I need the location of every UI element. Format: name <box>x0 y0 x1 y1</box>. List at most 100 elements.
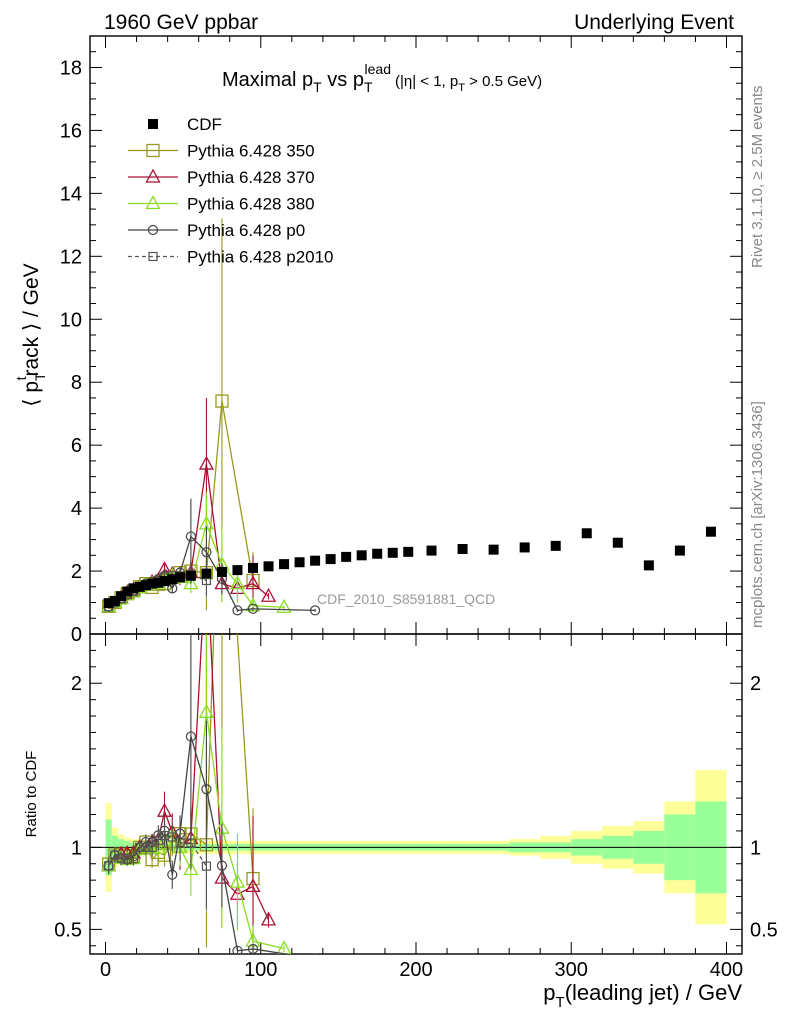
cdf-data-point <box>248 562 258 573</box>
data-point <box>215 394 229 408</box>
legend-label: Pythia 6.428 380 <box>187 195 315 214</box>
legend-label: CDF <box>187 115 222 134</box>
ratio-point <box>156 802 173 817</box>
title-vs-sup: lead <box>365 61 391 77</box>
ylabel-suffix: rack ⟩ / GeV <box>20 263 43 376</box>
data-point <box>247 603 259 614</box>
ratio-point <box>201 784 212 795</box>
cdf-data-point <box>674 545 685 556</box>
title-main: Maximal p <box>222 69 313 91</box>
ratio-point <box>141 842 151 852</box>
legend-entry: CDF <box>148 115 222 134</box>
tick-label: 18 <box>60 57 82 79</box>
data-point <box>232 605 243 616</box>
ratio-point <box>183 861 199 876</box>
tick-label: 2 <box>750 673 761 695</box>
tick-label: 6 <box>71 435 82 457</box>
title-vs-sub: T <box>364 79 373 95</box>
ratio-point <box>122 854 132 865</box>
cdf-data-point <box>356 550 367 561</box>
legend-marker <box>148 119 158 129</box>
legend-label: Pythia 6.428 370 <box>187 168 315 187</box>
legend-marker <box>147 224 159 236</box>
ratio-point <box>150 839 166 854</box>
cdf-data-point <box>279 559 290 570</box>
legend-marker <box>145 168 161 183</box>
tick-label: 1 <box>71 837 82 859</box>
data-point <box>183 575 199 590</box>
ylabel-sup: t <box>13 376 29 380</box>
y-axis-label-bottom: Ratio to CDF <box>23 751 40 838</box>
cdf-data-point <box>325 554 336 565</box>
tick-label: 2 <box>71 561 82 583</box>
title-cut-2: > 0.5 GeV) <box>465 73 542 90</box>
data-point <box>201 547 212 558</box>
data-point <box>260 587 277 602</box>
legend-entry: Pythia 6.428 p0 <box>128 221 305 240</box>
cdf-data-point <box>147 578 158 589</box>
plot-title: Maximal pT vs pTlead(|η| < 1, pT > 0.5 G… <box>222 61 542 95</box>
tick-label: 2 <box>71 673 82 695</box>
ratio-point <box>135 842 145 852</box>
ratio-point <box>104 861 114 871</box>
data-point <box>185 531 197 542</box>
data-point <box>229 575 246 590</box>
cdf-data-point <box>159 576 170 587</box>
tick-label: 4 <box>71 498 82 520</box>
series-ratio <box>104 816 212 909</box>
ylabel-prefix: ⟨ p <box>20 381 43 407</box>
data-point <box>276 598 292 613</box>
xlabel-suffix: (leading jet) / GeV <box>565 980 743 1005</box>
tick-label: 300 <box>555 959 588 981</box>
cdf-data-point <box>128 583 139 594</box>
cdf-data-point <box>201 568 212 579</box>
series-top <box>101 218 260 613</box>
tick-label: 12 <box>60 246 82 268</box>
cdf-data-point <box>134 581 145 592</box>
title-vs: vs p <box>322 69 364 91</box>
cdf-data-point <box>643 560 654 571</box>
legend-marker <box>145 195 161 210</box>
cdf-data-point <box>153 577 164 588</box>
cdf-data-point <box>612 537 623 548</box>
cdf-data-point <box>232 565 243 576</box>
title-main-sub: T <box>313 79 322 95</box>
ratio-point <box>167 869 178 880</box>
tick-label: 0 <box>100 959 111 981</box>
header-left: 1960 GeV ppbar <box>104 11 258 34</box>
ratio-point <box>201 861 212 871</box>
bottom-panel-frame <box>89 633 743 955</box>
cdf-data-point <box>310 555 321 566</box>
xlabel-prefix: p <box>543 980 555 1005</box>
ratio-point <box>312 953 318 954</box>
ratio-point <box>245 878 261 893</box>
tick-label: 8 <box>71 372 82 394</box>
cdf-data-point <box>216 566 227 577</box>
rivet-label: Rivet 3.1.10, ≥ 2.5M events <box>749 86 766 269</box>
cdf-data-point <box>175 572 186 583</box>
ratio-point <box>229 873 246 888</box>
ratio-point <box>185 731 197 742</box>
ratio-point <box>147 842 157 852</box>
ratio-line <box>108 634 254 879</box>
cdf-data-point <box>387 547 398 558</box>
legend-label: Pythia 6.428 350 <box>187 142 315 161</box>
cdf-data-point <box>705 526 716 537</box>
cdf-data-point <box>116 591 127 602</box>
xlabel-sub: T <box>556 994 565 1011</box>
cdf-data-point <box>140 580 151 591</box>
cdf-data-point <box>457 544 468 555</box>
tick-label: 400 <box>710 959 743 981</box>
cdf-data-point <box>488 544 499 555</box>
tick-label: 14 <box>60 183 82 205</box>
series-ratio <box>101 634 277 954</box>
tick-label: 100 <box>244 959 277 981</box>
tick-label: 0.5 <box>750 919 778 941</box>
ratio-point <box>216 860 228 871</box>
cdf-data-point <box>519 542 530 553</box>
cdf-data-point <box>426 545 437 556</box>
cdf-data-point <box>263 561 274 572</box>
legend-entry: Pythia 6.428 370 <box>128 168 315 187</box>
ratio-point <box>260 911 277 926</box>
